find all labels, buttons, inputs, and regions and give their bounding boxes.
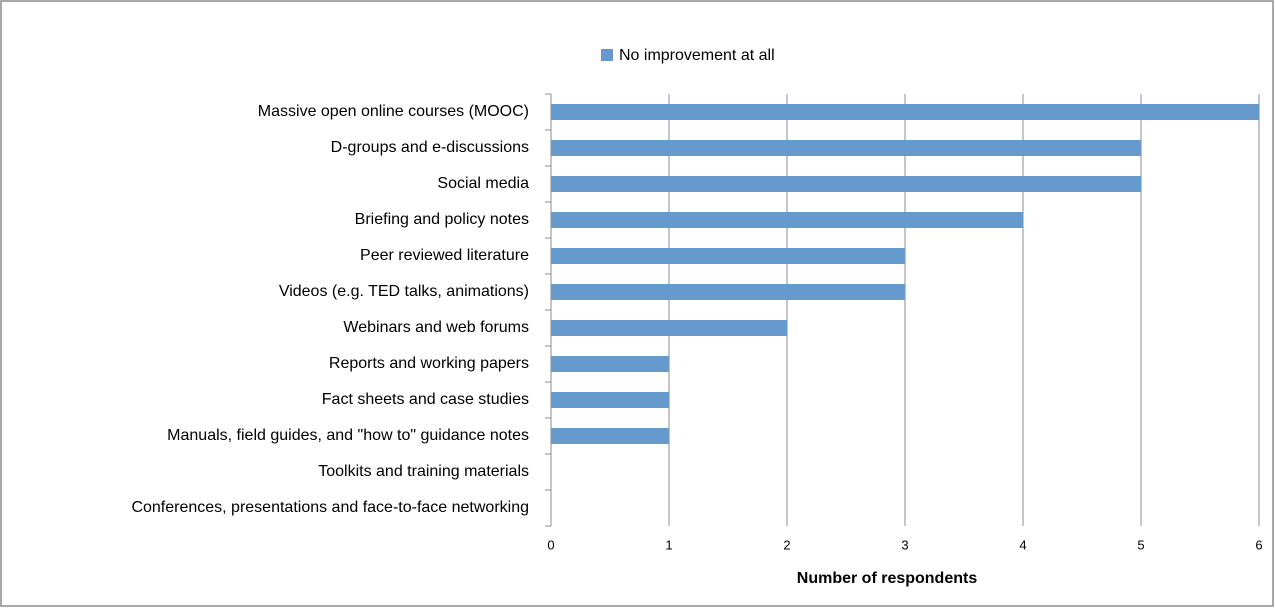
- x-axis-title: Number of respondents: [797, 570, 978, 587]
- x-tick-label: 6: [1255, 537, 1262, 552]
- x-tick-label: 3: [901, 537, 908, 552]
- x-tick-label: 1: [665, 537, 672, 552]
- y-tick-label: Reports and working papers: [329, 355, 529, 372]
- y-tick-label: Social media: [437, 175, 529, 192]
- y-tick-label: Briefing and policy notes: [355, 211, 529, 228]
- y-tick-label: Conferences, presentations and face-to-f…: [131, 499, 529, 516]
- y-tick-label: Massive open online courses (MOOC): [258, 103, 529, 120]
- legend-swatch: [601, 49, 613, 61]
- y-tick-label: Videos (e.g. TED talks, animations): [279, 283, 529, 300]
- x-tick-label: 4: [1019, 537, 1026, 552]
- bar: [551, 104, 1259, 120]
- y-tick-label: Peer reviewed literature: [360, 247, 529, 264]
- legend-label: No improvement at all: [619, 47, 775, 64]
- bar: [551, 392, 669, 408]
- x-tick-label: 5: [1137, 537, 1144, 552]
- bar: [551, 176, 1141, 192]
- y-tick-label: Webinars and web forums: [343, 319, 529, 336]
- y-tick-label: Manuals, field guides, and "how to" guid…: [167, 427, 529, 444]
- bar: [551, 356, 669, 372]
- bar: [551, 140, 1141, 156]
- y-tick-label: Toolkits and training materials: [318, 463, 529, 480]
- bar: [551, 428, 669, 444]
- bar: [551, 284, 905, 300]
- y-tick-label: Fact sheets and case studies: [322, 391, 529, 408]
- x-tick-label: 2: [783, 537, 790, 552]
- bar: [551, 212, 1023, 228]
- bar: [551, 320, 787, 336]
- bar: [551, 248, 905, 264]
- y-tick-label: D-groups and e-discussions: [331, 139, 529, 156]
- x-tick-label: 0: [547, 537, 554, 552]
